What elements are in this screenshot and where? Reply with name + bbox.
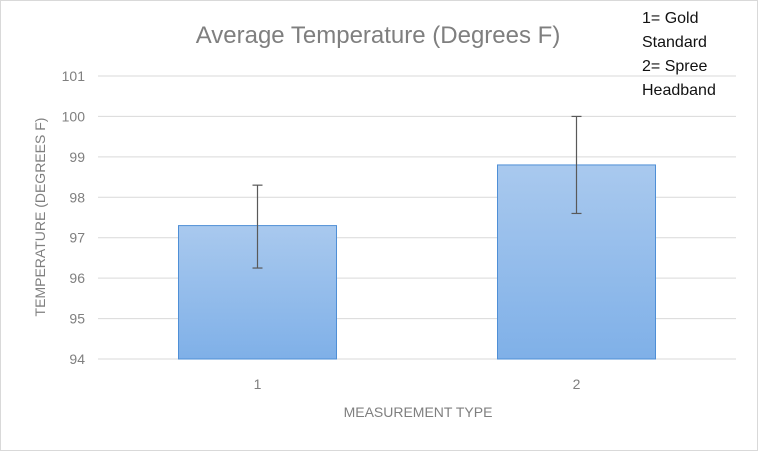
chart-title: Average Temperature (Degrees F)	[196, 22, 561, 49]
y-tick-label: 98	[69, 189, 85, 205]
y-tick-label: 101	[62, 68, 86, 84]
bars	[178, 164, 656, 360]
y-tick-label: 99	[69, 149, 85, 165]
note-line: 2= Spree	[642, 58, 708, 75]
y-axis-ticks: 94 95 96 97 98 99 100 101	[62, 68, 86, 367]
x-tick-label: 1	[254, 376, 262, 392]
note-line: 1= Gold	[642, 10, 699, 27]
y-axis-label: TEMPERATURE (DEGREES F)	[32, 118, 48, 317]
y-tick-label: 95	[69, 311, 85, 327]
y-tick-label: 100	[62, 108, 86, 124]
y-tick-label: 96	[69, 270, 85, 286]
x-tick-label: 2	[573, 376, 581, 392]
y-tick-label: 94	[69, 351, 85, 367]
y-tick-label: 97	[69, 230, 85, 246]
category-note: 1= Gold Standard 2= Spree Headband	[642, 7, 754, 103]
note-line: Headband	[642, 82, 716, 99]
error-bars	[252, 115, 582, 269]
note-line: Standard	[642, 34, 707, 51]
x-axis-label: MEASUREMENT TYPE	[344, 404, 493, 420]
